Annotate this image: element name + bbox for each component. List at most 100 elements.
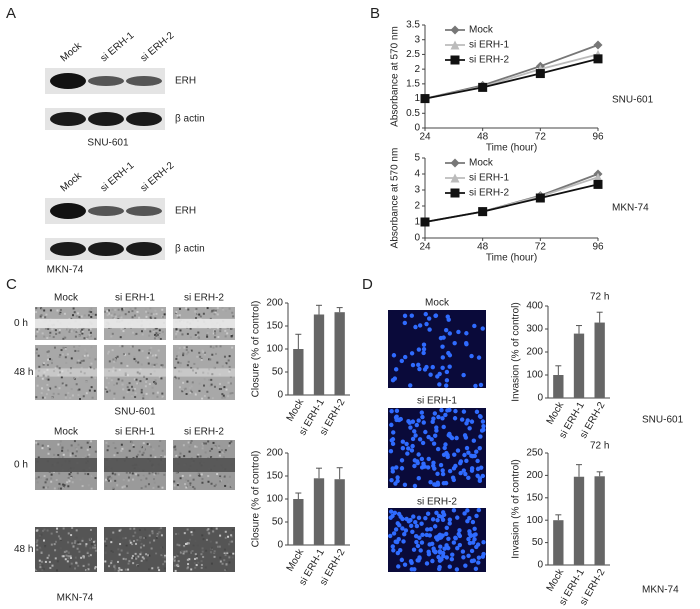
texture [190, 531, 193, 534]
marker [450, 173, 460, 183]
x-tick-label: Mock [545, 566, 567, 593]
texture [89, 446, 92, 449]
texture [46, 354, 49, 357]
x-tick-label: 72 [535, 242, 547, 253]
texture [177, 356, 180, 359]
texture [144, 485, 147, 488]
texture [74, 349, 77, 352]
cell-nucleus [425, 527, 430, 532]
texture [185, 478, 188, 481]
texture [136, 314, 139, 317]
y-tick-label: 200 [266, 448, 283, 459]
cell-nucleus [395, 550, 401, 556]
texture [53, 487, 56, 490]
texture [38, 534, 41, 537]
texture [89, 335, 92, 338]
texture [231, 540, 234, 543]
texture [78, 316, 81, 319]
texture [158, 445, 161, 448]
y-tick-label: 0 [414, 233, 420, 244]
texture [206, 307, 209, 310]
texture [222, 308, 225, 311]
texture [223, 551, 226, 554]
texture [145, 377, 148, 380]
cell-nucleus [413, 324, 418, 330]
cell-nucleus [458, 470, 463, 476]
texture [177, 377, 180, 380]
row-label: 48 h [14, 367, 33, 378]
cell-nucleus [447, 364, 452, 369]
texture [199, 355, 202, 358]
texture [69, 556, 72, 559]
texture [77, 347, 80, 350]
texture [73, 365, 76, 368]
texture [73, 345, 76, 348]
texture [174, 564, 177, 567]
texture [73, 476, 76, 479]
texture [207, 475, 210, 478]
texture [37, 456, 40, 459]
cell-nucleus [472, 526, 477, 531]
texture [152, 448, 155, 451]
texture [147, 483, 150, 486]
texture [91, 540, 94, 543]
scratch-gap [173, 318, 235, 329]
texture [157, 566, 160, 569]
texture [156, 395, 159, 398]
texture [208, 358, 211, 361]
cell-nucleus [437, 564, 442, 570]
texture [121, 541, 124, 544]
texture [87, 484, 90, 487]
texture [122, 557, 125, 560]
texture [209, 317, 212, 320]
texture [158, 329, 161, 332]
texture [108, 389, 111, 392]
texture [51, 328, 54, 331]
texture [216, 361, 219, 364]
texture [114, 359, 117, 362]
cell-nucleus [443, 412, 448, 418]
texture [178, 347, 181, 350]
texture [41, 396, 44, 399]
cell-nucleus [402, 320, 408, 326]
texture [90, 487, 93, 490]
texture [136, 310, 139, 313]
texture [125, 485, 128, 488]
texture [59, 483, 62, 486]
texture [134, 392, 137, 395]
texture [192, 544, 195, 547]
texture [140, 363, 143, 366]
texture [228, 556, 231, 559]
legend-label: si ERH-1 [469, 40, 509, 51]
texture [144, 385, 147, 388]
cell-nucleus [414, 422, 419, 428]
texture [209, 345, 212, 348]
blot-band [126, 206, 162, 216]
texture [53, 543, 56, 546]
cell-nucleus [399, 466, 405, 471]
cell-nucleus [408, 383, 413, 388]
cell-nucleus [410, 443, 415, 449]
texture [93, 389, 96, 392]
texture [120, 316, 123, 319]
cell-nucleus [412, 567, 417, 572]
texture [144, 536, 147, 539]
texture [110, 312, 113, 315]
texture [195, 555, 198, 558]
texture [76, 361, 79, 364]
marker [450, 40, 460, 50]
texture [201, 534, 204, 537]
texture [177, 565, 180, 568]
texture [80, 446, 83, 449]
texture [90, 362, 93, 365]
texture [120, 347, 123, 350]
y-tick-label: 150 [266, 471, 283, 482]
texture [150, 353, 153, 356]
texture [53, 346, 56, 349]
texture [113, 313, 116, 316]
texture [230, 440, 233, 443]
texture [182, 381, 185, 384]
texture [46, 337, 49, 340]
texture [207, 480, 210, 483]
texture [156, 391, 159, 394]
